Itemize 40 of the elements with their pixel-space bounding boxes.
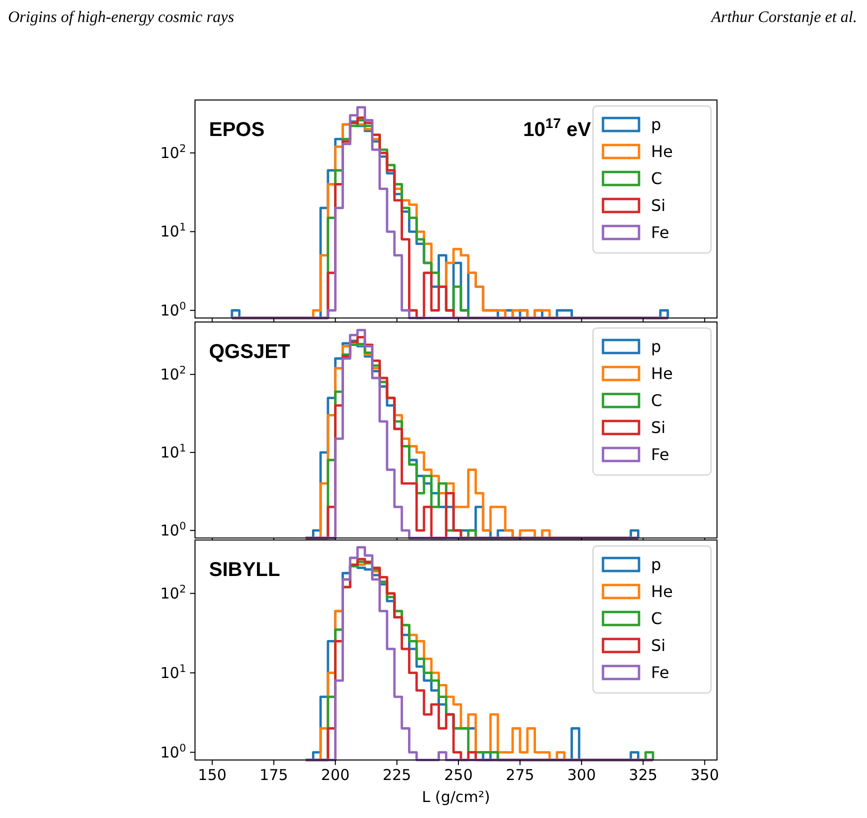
x-tick-label: 200 [321, 766, 350, 784]
y-tick-label: 10$^{1}$ [160, 662, 186, 682]
legend-label: C [651, 609, 662, 628]
legend-label: p [651, 555, 662, 574]
text: QGSJET [209, 341, 290, 363]
legend-label: Fe [651, 223, 670, 242]
y-tick-label: 10$^{1}$ [160, 442, 186, 462]
legend-label: He [651, 364, 673, 383]
x-tick-label: 350 [690, 766, 720, 784]
legend-label: Fe [651, 663, 670, 682]
text: EPOS [209, 119, 265, 141]
legend-label: Si [651, 418, 666, 437]
legend-label: C [651, 391, 662, 410]
x-tick-label: 175 [259, 766, 288, 784]
y-tick-label: 10$^{0}$ [160, 300, 186, 320]
x-tick-label: 150 [198, 766, 227, 784]
legend-label: p [651, 115, 662, 134]
legend-label: Fe [651, 445, 670, 464]
text: SIBYLL [209, 559, 280, 581]
y-tick-label: 10$^{0}$ [160, 742, 186, 762]
y-tick-label: 10$^{2}$ [160, 142, 186, 162]
x-tick-label: 250 [444, 766, 473, 784]
legend-label: He [651, 582, 673, 601]
text: Arthur Corstanje et al. [710, 9, 857, 26]
annotation: 10$^{17}$ eV [523, 115, 592, 141]
legend-label: Si [651, 196, 666, 215]
legend-label: Si [651, 636, 666, 655]
x-axis-title: L (g/cm²) [422, 788, 490, 806]
legend-label: He [651, 142, 673, 161]
y-tick-label: 10$^{2}$ [160, 364, 186, 384]
x-tick-label: 325 [628, 766, 658, 784]
legend-label: p [651, 337, 662, 356]
y-tick-label: 10$^{0}$ [160, 520, 186, 540]
y-tick-label: 10$^{2}$ [160, 583, 186, 602]
text: Origins of high-energy cosmic rays [8, 9, 234, 26]
x-tick-label: 300 [567, 766, 596, 784]
x-tick-label: 225 [382, 766, 412, 784]
y-tick-label: 10$^{1}$ [160, 222, 186, 241]
x-tick-label: 275 [506, 766, 534, 784]
legend-label: C [651, 169, 662, 188]
